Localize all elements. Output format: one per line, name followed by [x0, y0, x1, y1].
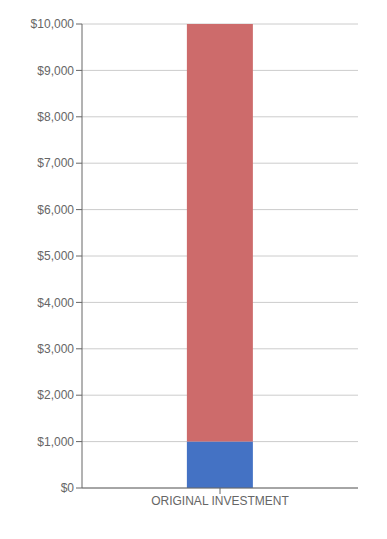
- svg-text:$9,000: $9,000: [37, 64, 74, 78]
- svg-text:$7,000: $7,000: [37, 156, 74, 170]
- svg-text:$1,000: $1,000: [37, 435, 74, 449]
- svg-text:$0: $0: [61, 481, 75, 495]
- svg-text:$2,000: $2,000: [37, 388, 74, 402]
- svg-text:ORIGINAL INVESTMENT: ORIGINAL INVESTMENT: [151, 494, 289, 508]
- svg-text:$5,000: $5,000: [37, 249, 74, 263]
- svg-text:$3,000: $3,000: [37, 342, 74, 356]
- svg-text:$8,000: $8,000: [37, 110, 74, 124]
- svg-text:$6,000: $6,000: [37, 203, 74, 217]
- svg-text:$10,000: $10,000: [31, 17, 75, 31]
- svg-text:$4,000: $4,000: [37, 296, 74, 310]
